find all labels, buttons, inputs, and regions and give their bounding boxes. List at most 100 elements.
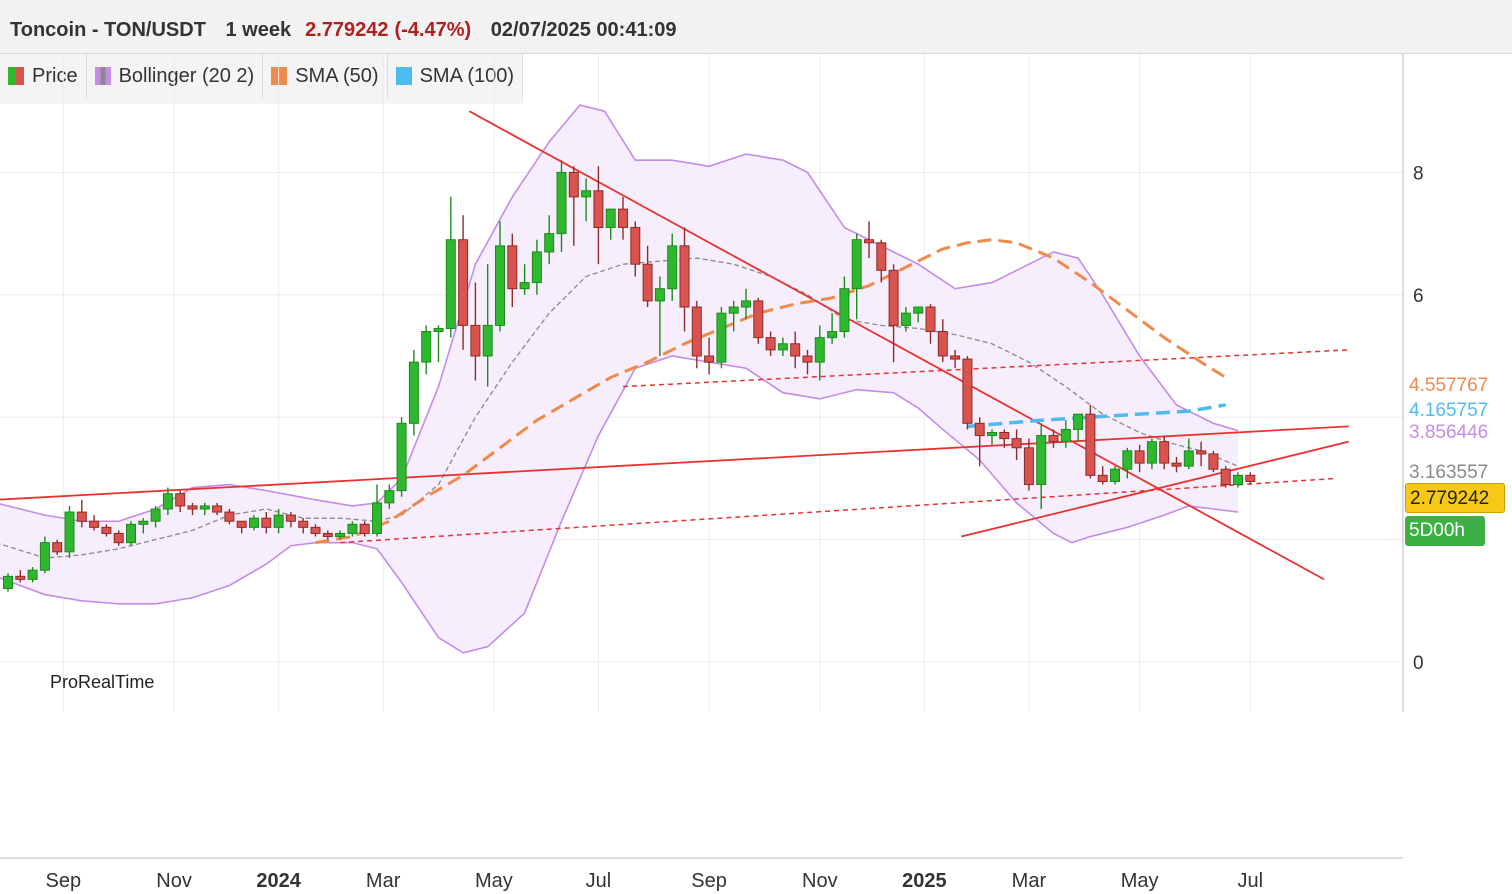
candle[interactable] bbox=[802, 355, 813, 363]
candle[interactable] bbox=[52, 542, 63, 553]
trendline-dashed[interactable] bbox=[622, 349, 1349, 388]
candle[interactable] bbox=[1134, 450, 1145, 464]
candle[interactable] bbox=[913, 306, 924, 314]
candle[interactable] bbox=[1073, 413, 1084, 430]
legend-sma50[interactable]: SMA (50) bbox=[263, 54, 388, 98]
candle[interactable] bbox=[495, 245, 505, 326]
candle[interactable] bbox=[249, 517, 259, 528]
candle[interactable] bbox=[359, 523, 370, 534]
legend-sma100[interactable]: SMA (100) bbox=[388, 54, 524, 98]
candle[interactable] bbox=[335, 532, 346, 538]
candle[interactable] bbox=[236, 520, 247, 528]
candle[interactable] bbox=[89, 520, 100, 528]
candle[interactable] bbox=[113, 532, 124, 544]
candle[interactable] bbox=[150, 508, 161, 522]
candle[interactable] bbox=[126, 523, 136, 544]
candle[interactable] bbox=[765, 337, 776, 351]
candle[interactable] bbox=[974, 422, 985, 437]
candle[interactable] bbox=[347, 523, 358, 534]
candle[interactable] bbox=[593, 190, 604, 228]
candle[interactable] bbox=[445, 239, 456, 329]
candle[interactable] bbox=[568, 171, 579, 198]
candle[interactable] bbox=[851, 239, 862, 290]
candle[interactable] bbox=[212, 505, 223, 513]
candle[interactable] bbox=[421, 331, 432, 363]
candle[interactable] bbox=[39, 542, 50, 571]
candle[interactable] bbox=[372, 502, 382, 534]
candle[interactable] bbox=[1048, 435, 1059, 443]
candle[interactable] bbox=[753, 300, 764, 339]
candle[interactable] bbox=[876, 242, 887, 271]
candle[interactable] bbox=[925, 306, 936, 333]
candle[interactable] bbox=[1146, 441, 1157, 464]
price-chart[interactable]: 0 6 8 Sep Nov 2024 Mar May Jul Sep Nov 2025 Mar May Ju… bbox=[0, 54, 1512, 894]
candle[interactable] bbox=[827, 331, 838, 339]
candle[interactable] bbox=[654, 288, 665, 302]
candle[interactable] bbox=[310, 526, 321, 534]
candle[interactable] bbox=[408, 361, 419, 424]
candle[interactable] bbox=[741, 300, 751, 308]
candle[interactable] bbox=[458, 239, 469, 326]
candle[interactable] bbox=[704, 355, 715, 363]
candle[interactable] bbox=[544, 233, 555, 253]
candle[interactable] bbox=[556, 171, 567, 235]
candle[interactable] bbox=[1023, 447, 1034, 486]
candle[interactable] bbox=[1060, 428, 1071, 443]
candle[interactable] bbox=[605, 208, 616, 228]
candle[interactable] bbox=[433, 327, 444, 333]
candle[interactable] bbox=[1036, 435, 1047, 486]
candle[interactable] bbox=[138, 520, 149, 525]
candle[interactable] bbox=[728, 306, 739, 314]
candle[interactable] bbox=[519, 282, 530, 290]
candle[interactable] bbox=[1110, 468, 1120, 482]
candle[interactable] bbox=[630, 226, 641, 265]
candle[interactable] bbox=[716, 312, 727, 363]
candle[interactable] bbox=[962, 358, 973, 424]
candle[interactable] bbox=[1011, 438, 1022, 449]
candle[interactable] bbox=[470, 324, 481, 357]
candle[interactable] bbox=[777, 343, 788, 351]
trendline[interactable] bbox=[468, 110, 1325, 581]
candle[interactable] bbox=[322, 532, 333, 538]
candle[interactable] bbox=[1122, 450, 1133, 470]
candle[interactable] bbox=[3, 575, 13, 590]
candle[interactable] bbox=[691, 306, 702, 357]
candle[interactable] bbox=[384, 490, 395, 504]
candle[interactable] bbox=[1233, 474, 1243, 486]
candle[interactable] bbox=[790, 343, 801, 357]
candle[interactable] bbox=[285, 514, 296, 522]
period-label[interactable]: 1 week bbox=[225, 19, 292, 41]
candle[interactable] bbox=[482, 324, 493, 357]
candle[interactable] bbox=[27, 569, 38, 580]
candle[interactable] bbox=[76, 511, 87, 522]
candle[interactable] bbox=[864, 239, 874, 244]
candle[interactable] bbox=[999, 432, 1010, 440]
candle[interactable] bbox=[1196, 450, 1207, 455]
candle[interactable] bbox=[224, 511, 235, 522]
trendline-dashed[interactable] bbox=[340, 477, 1337, 544]
candle[interactable] bbox=[199, 505, 210, 510]
candle[interactable] bbox=[839, 288, 850, 333]
candle[interactable] bbox=[298, 520, 309, 528]
candle[interactable] bbox=[642, 263, 653, 302]
candle[interactable] bbox=[507, 245, 518, 290]
candle[interactable] bbox=[1208, 453, 1219, 470]
candle[interactable] bbox=[667, 245, 678, 290]
candle[interactable] bbox=[531, 251, 542, 284]
candle[interactable] bbox=[175, 493, 186, 507]
candle[interactable] bbox=[679, 245, 690, 308]
candle[interactable] bbox=[273, 514, 284, 528]
candle[interactable] bbox=[814, 337, 825, 363]
candle[interactable] bbox=[15, 575, 26, 580]
candle[interactable] bbox=[101, 526, 112, 534]
candle[interactable] bbox=[1245, 474, 1256, 482]
candle[interactable] bbox=[618, 208, 628, 228]
candle[interactable] bbox=[261, 517, 272, 528]
candle[interactable] bbox=[1183, 450, 1194, 467]
candle[interactable] bbox=[1159, 441, 1170, 464]
candle[interactable] bbox=[1220, 468, 1231, 486]
legend-price[interactable]: Price bbox=[0, 54, 87, 98]
trendline[interactable] bbox=[961, 440, 1349, 538]
candle[interactable] bbox=[987, 432, 997, 437]
candle[interactable] bbox=[1171, 462, 1182, 467]
